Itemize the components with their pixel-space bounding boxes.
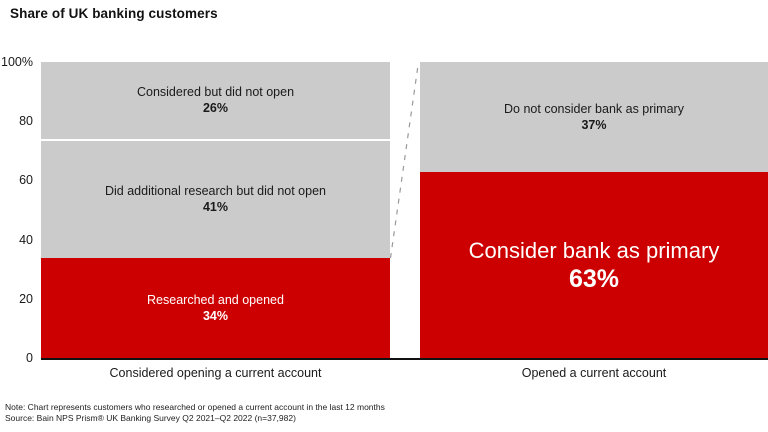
x-axis-line (41, 358, 768, 360)
y-tick-40: 40 (19, 233, 33, 247)
segment-label: Do not consider bank as primary (504, 101, 684, 116)
y-tick-0: 0 (26, 351, 33, 365)
x-label-considered-opening: Considered opening a current account (109, 366, 322, 380)
source-line: Source: Bain NPS Prism® UK Banking Surve… (5, 413, 296, 423)
y-tick-100: 100% (1, 55, 33, 69)
segment-value: 34% (202, 308, 229, 323)
footnotes: Note: Chart represents customers who res… (5, 402, 385, 424)
segment-label: Consider bank as primary (468, 237, 720, 263)
segment-label: Did additional research but did not open (105, 184, 326, 198)
segment-value: 26% (202, 101, 229, 115)
segment-value: 63% (568, 264, 620, 293)
chart-title: Share of UK banking customers (10, 6, 218, 21)
segment-researched-and-opened: Researched and opened 34% (41, 258, 390, 358)
segment-label: Considered but did not open (136, 85, 295, 99)
x-label-opened-account: Opened a current account (521, 366, 667, 380)
segment-value: 41% (202, 200, 229, 214)
segment-divider (41, 139, 390, 141)
segment-label: Researched and opened (147, 292, 284, 307)
segment-do-not-consider-primary: Do not consider bank as primary 37% (420, 62, 768, 172)
bar-opened-account: Do not consider bank as primary 37% Cons… (420, 62, 768, 358)
segment-did-additional-research: Did additional research but did not open… (41, 141, 390, 258)
y-tick-60: 60 (19, 173, 33, 187)
segment-consider-primary: Consider bank as primary 63% (420, 172, 768, 358)
bar-considered-opening: Considered but did not open 26% Did addi… (41, 62, 390, 358)
y-tick-80: 80 (19, 114, 33, 128)
segment-considered-but-did-not-open: Considered but did not open 26% (41, 62, 390, 139)
note-line: Note: Chart represents customers who res… (5, 402, 385, 412)
y-tick-20: 20 (19, 292, 33, 306)
segment-value: 37% (581, 117, 607, 132)
